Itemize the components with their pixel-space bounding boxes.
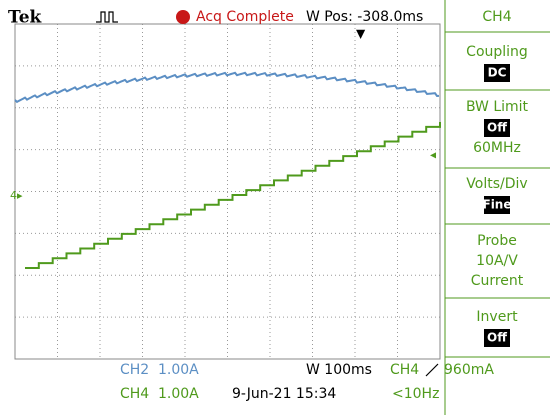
trigger-level-marker: ◂ <box>430 148 436 162</box>
menu-label: Volts/Div <box>466 176 527 192</box>
menu-value-box <box>484 119 510 137</box>
menu-value-box <box>484 329 510 347</box>
timebase: W 100ms <box>306 362 372 378</box>
ch2-scale: 1.00A <box>158 362 199 378</box>
ch2-trace <box>14 71 440 104</box>
trigger-source: CH4 <box>390 362 419 378</box>
menu-value: Off <box>487 121 507 135</box>
acq-indicator <box>176 10 190 24</box>
acq-status: Acq Complete <box>196 9 294 25</box>
trigger-icon <box>96 11 118 23</box>
menu-channel: CH4 <box>482 9 511 25</box>
trigger-level: 960mA <box>444 362 494 378</box>
menu-note: 60MHz <box>473 140 521 156</box>
menu-value: Fine <box>483 198 512 212</box>
menu-value-box <box>484 196 510 214</box>
ch4-name: CH4 <box>120 386 149 402</box>
side-menu: Coupling DC BW Limit Off 60MHz Volts/Div Fine P… <box>445 31 550 358</box>
menu-value: Off <box>487 331 507 345</box>
ch4-marker: 4▸ <box>10 189 23 202</box>
menu-label: Invert <box>476 309 518 325</box>
ch4-scale: 1.00A <box>158 386 199 402</box>
menu-line: 10A/V <box>476 253 518 269</box>
menu-value: DC <box>488 66 507 80</box>
trigger-position-marker: ▼ <box>356 27 366 41</box>
menu-label: Coupling <box>466 44 528 60</box>
frequency: <10Hz <box>392 386 439 402</box>
menu-label: Probe <box>477 233 517 249</box>
menu-value-box <box>484 64 510 82</box>
trigger-slope <box>425 363 439 377</box>
ch4-trace <box>25 122 441 269</box>
ch2-name: CH2 <box>120 362 149 378</box>
graticule <box>15 24 440 359</box>
graticule-frame <box>14 23 441 360</box>
window-position: W Pos: -308.0ms <box>306 9 423 25</box>
date-time: 9-Jun-21 15:34 <box>232 386 336 402</box>
menu-line: Current <box>471 273 524 289</box>
menu-label: BW Limit <box>466 99 529 115</box>
brand: Tek <box>8 8 43 28</box>
